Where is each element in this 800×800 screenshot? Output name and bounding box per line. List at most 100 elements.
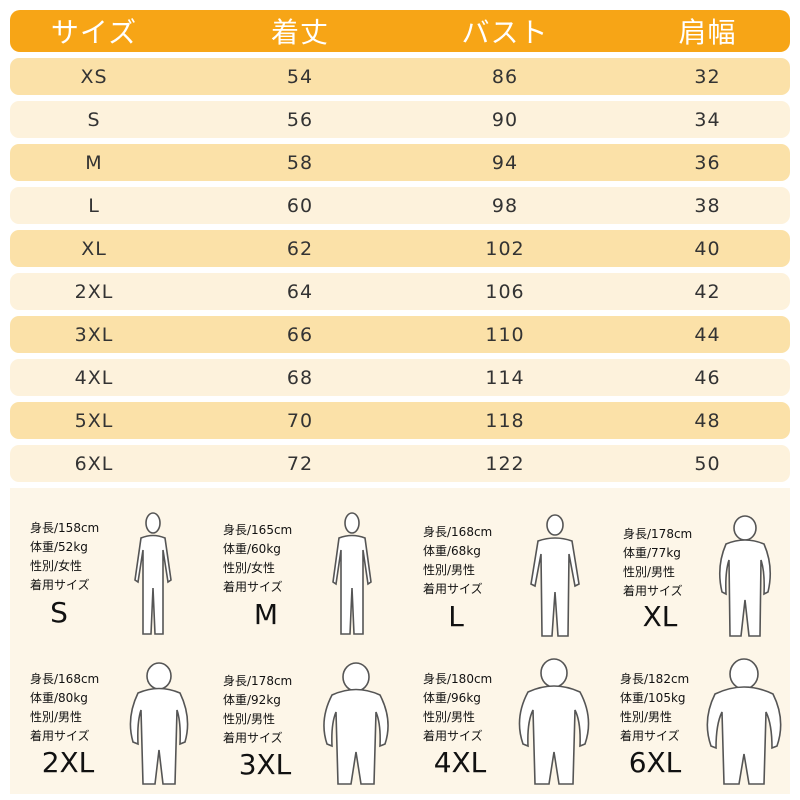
table-row: M 58 94 36	[10, 144, 790, 181]
model-info: 身長/178cm 体重/77kg 性別/男性 着用サイズ	[623, 525, 692, 601]
model-info: 身長/178cm 体重/92kg 性別/男性 着用サイズ	[223, 672, 292, 748]
table-row: 3XL 66 110 44	[10, 316, 790, 353]
model-size-label: 着用サイズ	[620, 729, 680, 743]
cell-length: 72	[286, 452, 314, 475]
model-height: 身長/178cm	[623, 527, 693, 541]
model-height: 身長/158cm	[30, 521, 100, 535]
cell-shoulder: 44	[694, 323, 721, 346]
model-info: 身長/158cm 体重/52kg 性別/女性 着用サイズ	[30, 519, 99, 595]
cell-size: XL	[81, 237, 107, 260]
cell-shoulder: 38	[694, 194, 721, 217]
cell-bust: 94	[491, 151, 519, 174]
cell-length: 62	[286, 237, 314, 260]
cell-shoulder: 32	[694, 65, 721, 88]
model-height: 身長/182cm	[620, 672, 690, 686]
model-height: 身長/165cm	[223, 523, 293, 537]
person-silhouette-icon	[129, 662, 189, 785]
cell-shoulder: 50	[694, 452, 721, 475]
cell-size: XS	[80, 65, 108, 88]
cell-bust: 102	[485, 237, 525, 260]
model-size: L	[448, 600, 464, 633]
cell-shoulder: 42	[694, 280, 721, 303]
model-size-label: 着用サイズ	[223, 580, 283, 594]
cell-size: 4XL	[74, 366, 114, 389]
model-reference-panel	[10, 488, 790, 794]
model-gender: 性別/男性	[223, 712, 276, 726]
model-info: 身長/182cm 体重/105kg 性別/男性 着用サイズ	[620, 670, 689, 746]
model-height: 身長/178cm	[223, 674, 293, 688]
model-size: M	[253, 598, 279, 631]
cell-length: 64	[286, 280, 314, 303]
cell-size: 3XL	[74, 323, 114, 346]
table-row: L 60 98 38	[10, 187, 790, 224]
cell-length: 70	[286, 409, 314, 432]
model-size-label: 着用サイズ	[423, 582, 483, 596]
model-size: 6XL	[628, 746, 682, 779]
model-weight: 体重/92kg	[223, 693, 281, 707]
model-gender: 性別/女性	[30, 559, 83, 573]
person-silhouette-icon	[518, 658, 590, 785]
model-height: 身長/168cm	[423, 525, 493, 539]
model-info: 身長/168cm 体重/80kg 性別/男性 着用サイズ	[30, 670, 99, 746]
table-row: XS 54 86 32	[10, 58, 790, 95]
model-size-label: 着用サイズ	[223, 731, 283, 745]
cell-length: 60	[286, 194, 314, 217]
person-silhouette-icon	[718, 515, 772, 637]
model-gender: 性別/男性	[423, 563, 476, 577]
model-size: S	[50, 596, 68, 629]
header-length: 着丈	[270, 16, 329, 49]
header-size: サイズ	[50, 16, 138, 49]
model-info: 身長/180cm 体重/96kg 性別/男性 着用サイズ	[423, 670, 492, 746]
cell-length: 56	[286, 108, 314, 131]
table-row: S 56 90 34	[10, 101, 790, 138]
model-height: 身長/180cm	[423, 672, 493, 686]
model-gender: 性別/男性	[30, 710, 83, 724]
cell-shoulder: 34	[694, 108, 721, 131]
model-size: 2XL	[41, 746, 95, 779]
model-size-label: 着用サイズ	[30, 729, 90, 743]
model-info: 身長/168cm 体重/68kg 性別/男性 着用サイズ	[423, 523, 492, 599]
cell-bust: 118	[485, 409, 525, 432]
cell-bust: 114	[485, 366, 525, 389]
model-size-label: 着用サイズ	[423, 729, 483, 743]
person-silhouette-icon	[323, 662, 389, 785]
model-weight: 体重/77kg	[623, 546, 681, 560]
model-weight: 体重/80kg	[30, 691, 88, 705]
model-gender: 性別/男性	[623, 565, 676, 579]
model-gender: 性別/男性	[620, 710, 673, 724]
cell-bust: 122	[485, 452, 525, 475]
cell-size: 2XL	[74, 280, 114, 303]
model-weight: 体重/105kg	[620, 691, 686, 705]
size-table-header: サイズ 着丈 バスト 肩幅	[10, 10, 790, 52]
table-row: XL 62 102 40	[10, 230, 790, 267]
model-info: 身長/165cm 体重/60kg 性別/女性 着用サイズ	[223, 521, 292, 597]
model-weight: 体重/52kg	[30, 540, 88, 554]
model-gender: 性別/女性	[223, 561, 276, 575]
table-row: 6XL 72 122 50	[10, 445, 790, 482]
model-gender: 性別/男性	[423, 710, 476, 724]
model-size: XL	[642, 600, 678, 633]
cell-bust: 106	[485, 280, 525, 303]
cell-length: 54	[286, 65, 314, 88]
cell-size: M	[85, 151, 103, 174]
cell-size: L	[88, 194, 100, 217]
person-silhouette-icon	[706, 658, 782, 785]
model-weight: 体重/68kg	[423, 544, 481, 558]
table-row: 4XL 68 114 46	[10, 359, 790, 396]
cell-bust: 90	[491, 108, 519, 131]
cell-length: 66	[286, 323, 314, 346]
cell-size: S	[87, 108, 101, 131]
cell-size: 5XL	[74, 409, 114, 432]
model-weight: 体重/60kg	[223, 542, 281, 556]
cell-bust: 98	[491, 194, 519, 217]
person-silhouette-icon	[134, 512, 172, 635]
model-weight: 体重/96kg	[423, 691, 481, 705]
header-bust: バスト	[461, 16, 549, 49]
cell-size: 6XL	[74, 452, 114, 475]
header-shoulder: 肩幅	[678, 16, 737, 49]
model-size: 3XL	[238, 748, 292, 781]
cell-length: 68	[286, 366, 314, 389]
person-silhouette-icon	[530, 514, 580, 637]
model-size-label: 着用サイズ	[623, 584, 683, 598]
cell-shoulder: 46	[694, 366, 721, 389]
